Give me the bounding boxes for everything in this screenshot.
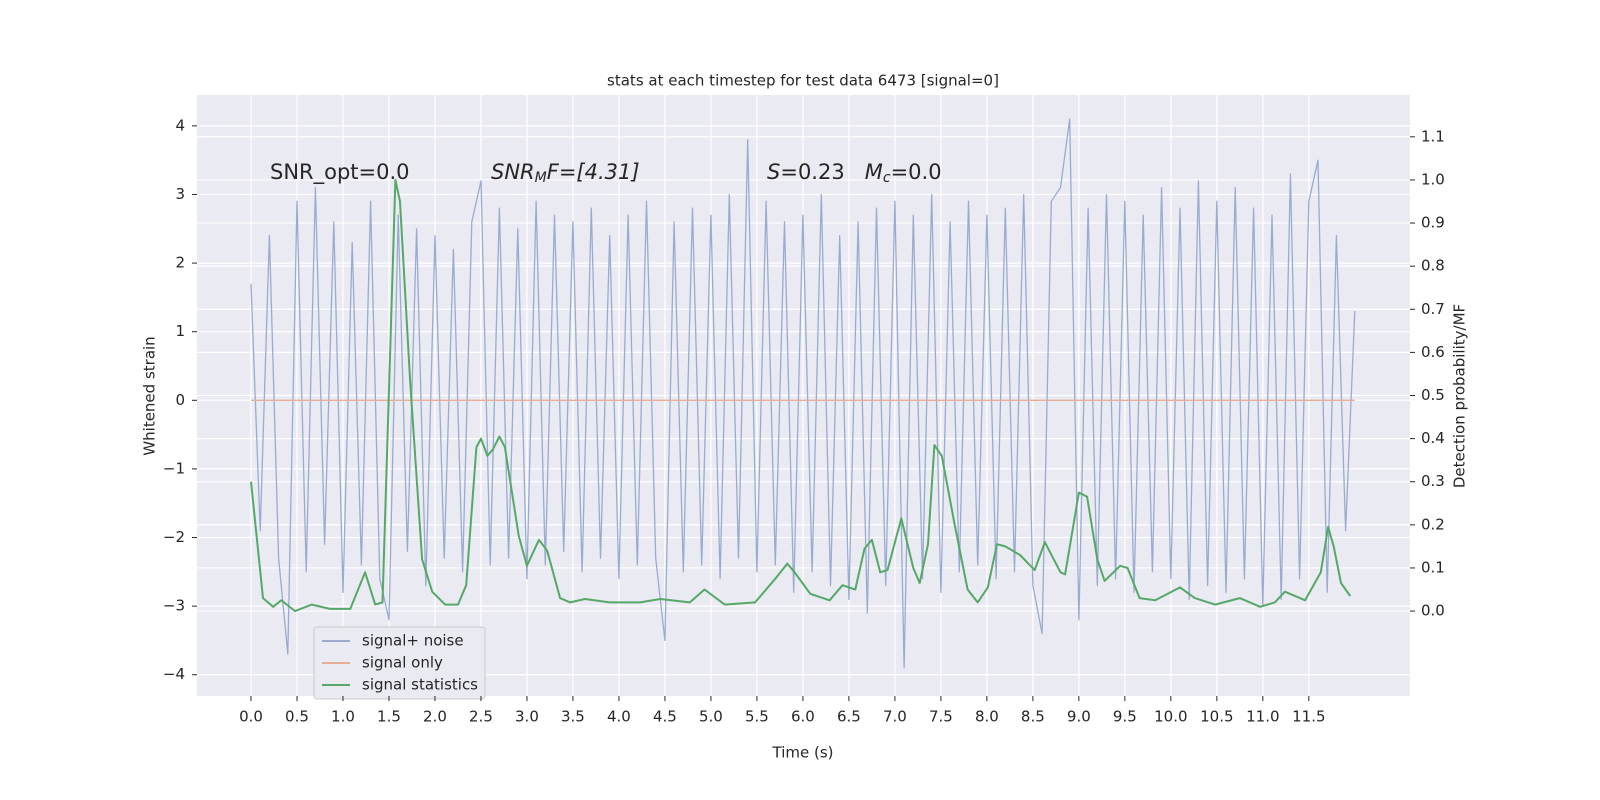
x-tick-label: 7.0 [883,708,907,726]
annotation-part: M [535,170,547,186]
y2-tick-label: 1.0 [1421,170,1445,188]
x-tick-label: 5.0 [699,708,723,726]
y-tick-label: −2 [163,528,185,546]
x-tick-label: 10.5 [1200,708,1233,726]
y-tick-label: 2 [175,254,185,272]
y2-tick-label: 0.0 [1421,602,1445,620]
x-tick-label: 1.0 [331,708,355,726]
y2-tick-label: 0.4 [1421,429,1445,447]
x-tick-label: 2.0 [423,708,447,726]
x-tick-label: 11.0 [1246,708,1279,726]
annotation-part: F=[4.31] [547,160,640,184]
chart-title: stats at each timestep for test data 647… [607,72,999,90]
x-tick-label: 9.0 [1067,708,1091,726]
x-tick-label: 1.5 [377,708,401,726]
x-tick-label: 11.5 [1292,708,1325,726]
x-tick-label: 5.5 [745,708,769,726]
annotation-part: SNR [491,160,535,184]
x-tick-label: 4.5 [653,708,677,726]
y2-tick-label: 0.7 [1421,300,1445,318]
x-tick-label: 3.5 [561,708,585,726]
annotation-part: =0.23 [780,160,864,184]
series-line [250,178,1352,613]
y-tick-label: 4 [175,116,185,134]
x-tick-label: 4.0 [607,708,631,726]
x-tick-label: 0.0 [239,708,263,726]
legend-label: signal+ noise [362,632,464,650]
y-tick-label: −1 [163,459,185,477]
y-tick-label: 0 [175,391,185,409]
x-axis-label: Time (s) [772,744,834,762]
x-tick-label: 3.0 [515,708,539,726]
annotation: SNR_opt=0.0 [270,160,410,185]
annotation: S=0.23 Mc=0.0 [767,160,942,186]
y-tick-label: 3 [175,185,185,203]
annotation-part: c [883,170,891,186]
y-axis-label: Whitened strain [141,336,159,455]
x-tick-label: 10.0 [1154,708,1187,726]
y2-tick-label: 0.2 [1421,515,1445,533]
annotation-part: =0.0 [891,160,942,184]
annotation-part: M [865,160,883,184]
y2-tick-label: 0.1 [1421,558,1445,576]
y2-tick-label: 0.3 [1421,472,1445,490]
legend-box [313,626,486,700]
annotation: SNRMF=[4.31] [491,160,640,186]
x-tick-label: 6.5 [837,708,861,726]
y2-tick-label: 0.6 [1421,343,1445,361]
y2-tick-label: 0.5 [1421,386,1445,404]
legend: signal+ noise signal only signal statistic… [313,626,486,700]
legend-label: signal statistics [362,676,478,694]
y-tick-label: −4 [163,665,185,683]
x-tick-label: 8.0 [975,708,999,726]
x-tick-label: 8.5 [1021,708,1045,726]
y-tick-label: 1 [175,322,185,340]
y-tick-label: −3 [163,597,185,615]
legend-label: signal only [362,654,443,672]
x-tick-label: 7.5 [929,708,953,726]
y2-tick-label: 0.9 [1421,214,1445,232]
x-tick-label: 2.5 [469,708,493,726]
y2-tick-label: 0.8 [1421,257,1445,275]
x-tick-label: 9.5 [1113,708,1137,726]
series-line [250,118,1356,669]
x-tick-label: 0.5 [285,708,309,726]
x-tick-label: 6.0 [791,708,815,726]
y2-axis-label: Detection probability/MF [1451,304,1469,488]
annotation-part: SNR_opt=0.0 [270,160,410,185]
y2-tick-label: 1.1 [1421,127,1445,145]
annotation-part: S [767,160,780,184]
